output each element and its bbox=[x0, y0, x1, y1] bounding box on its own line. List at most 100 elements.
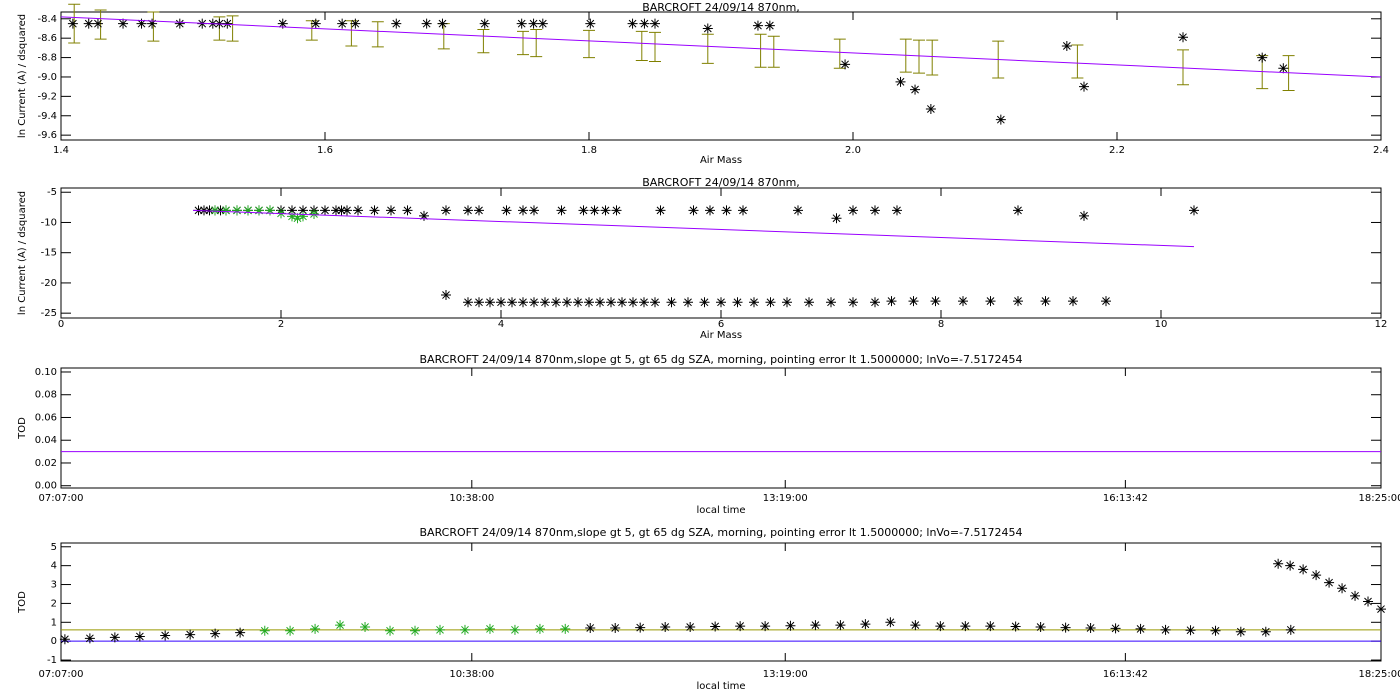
data-point bbox=[600, 205, 611, 216]
data-point bbox=[650, 297, 660, 308]
data-point bbox=[985, 296, 996, 307]
data-point bbox=[310, 18, 321, 29]
data-point bbox=[1376, 604, 1386, 615]
data-point bbox=[528, 18, 539, 29]
data-point bbox=[705, 205, 715, 216]
data-point bbox=[617, 297, 627, 308]
data-point bbox=[860, 619, 871, 630]
data-point bbox=[459, 624, 470, 635]
x-tick-label: 16:13:42 bbox=[1103, 669, 1148, 680]
error-bar bbox=[635, 30, 648, 61]
data-point bbox=[870, 205, 880, 216]
data-point bbox=[336, 205, 347, 216]
data-point bbox=[1178, 32, 1188, 43]
data-point bbox=[1079, 210, 1089, 221]
data-point bbox=[716, 297, 726, 308]
data-point bbox=[573, 297, 583, 308]
data-point bbox=[410, 625, 421, 636]
y-tick-label: -5 bbox=[47, 187, 57, 198]
data-point bbox=[391, 18, 402, 29]
x-tick-label: 18:25:00 bbox=[1359, 493, 1400, 504]
chart-title: BARCROFT 24/09/14 870nm, bbox=[642, 176, 800, 189]
y-tick-label: -8.6 bbox=[37, 33, 57, 44]
data-point bbox=[793, 205, 803, 216]
x-tick-label: 8 bbox=[938, 319, 944, 330]
x-tick-label: 07:07:00 bbox=[39, 669, 84, 680]
data-point bbox=[886, 296, 897, 307]
data-point bbox=[556, 205, 567, 216]
data-point bbox=[958, 296, 968, 307]
error-bar bbox=[530, 28, 543, 58]
data-point bbox=[1185, 625, 1196, 636]
data-point bbox=[589, 205, 600, 216]
y-tick-label: -9.4 bbox=[37, 111, 57, 122]
y-tick-label: -1 bbox=[47, 655, 57, 666]
x-tick-label: 2.2 bbox=[1109, 145, 1125, 156]
error-bar bbox=[517, 30, 529, 56]
x-tick-label: 12 bbox=[1375, 319, 1388, 330]
data-point bbox=[595, 297, 605, 308]
data-point bbox=[67, 18, 78, 29]
error-bar bbox=[371, 21, 384, 48]
data-point bbox=[335, 620, 346, 631]
data-point bbox=[353, 205, 363, 216]
data-point bbox=[1010, 621, 1021, 632]
fit-line bbox=[192, 209, 1195, 248]
data-point bbox=[1013, 296, 1023, 307]
y-axis-label: ln Current (A) / dsquared bbox=[17, 14, 28, 138]
error-bar bbox=[701, 33, 714, 64]
data-point bbox=[320, 205, 330, 216]
data-point bbox=[1061, 40, 1072, 51]
error-bar bbox=[913, 39, 925, 74]
data-point bbox=[232, 205, 242, 216]
y-tick-label: -15 bbox=[41, 248, 57, 259]
data-point bbox=[1350, 590, 1361, 601]
data-point bbox=[610, 622, 621, 633]
y-tick-label: 4 bbox=[51, 561, 57, 572]
data-point bbox=[298, 211, 308, 222]
data-point bbox=[628, 297, 638, 308]
data-point bbox=[710, 621, 721, 632]
x-tick-label: 13:19:00 bbox=[763, 493, 808, 504]
x-tick-label: 13:19:00 bbox=[763, 669, 808, 680]
data-point bbox=[650, 18, 660, 29]
data-point bbox=[441, 205, 451, 216]
data-point bbox=[136, 18, 147, 29]
data-point bbox=[529, 205, 539, 216]
y-tick-label: 0.08 bbox=[35, 390, 57, 401]
data-point bbox=[84, 633, 95, 644]
data-point bbox=[1110, 623, 1121, 634]
error-bar bbox=[833, 38, 846, 69]
data-point bbox=[463, 297, 473, 308]
data-point bbox=[1101, 296, 1111, 307]
data-point bbox=[485, 297, 495, 308]
data-point bbox=[160, 630, 171, 641]
data-point bbox=[655, 205, 666, 216]
error-bar bbox=[754, 33, 767, 68]
data-point bbox=[1035, 622, 1046, 633]
data-point bbox=[560, 623, 571, 634]
x-tick-label: 16:13:42 bbox=[1103, 493, 1148, 504]
data-point bbox=[688, 205, 699, 216]
y-tick-label: 1 bbox=[51, 617, 57, 628]
data-point bbox=[529, 297, 539, 308]
data-point bbox=[826, 297, 836, 308]
data-point bbox=[215, 205, 226, 216]
error-bar bbox=[226, 15, 239, 42]
data-point bbox=[83, 18, 94, 29]
data-point bbox=[810, 620, 821, 631]
data-point bbox=[292, 213, 303, 224]
y-tick-label: 5 bbox=[51, 542, 57, 553]
y-axis-label: TOD bbox=[17, 417, 28, 440]
data-point bbox=[59, 634, 70, 645]
data-point bbox=[752, 20, 763, 31]
y-tick-label: -25 bbox=[41, 308, 57, 319]
y-tick-label: 2 bbox=[51, 598, 57, 609]
data-point bbox=[639, 18, 650, 29]
data-point bbox=[782, 297, 792, 308]
data-point bbox=[578, 205, 589, 216]
x-tick-label: 2.0 bbox=[845, 145, 861, 156]
data-point bbox=[537, 18, 548, 29]
x-tick-label: 6 bbox=[718, 319, 724, 330]
